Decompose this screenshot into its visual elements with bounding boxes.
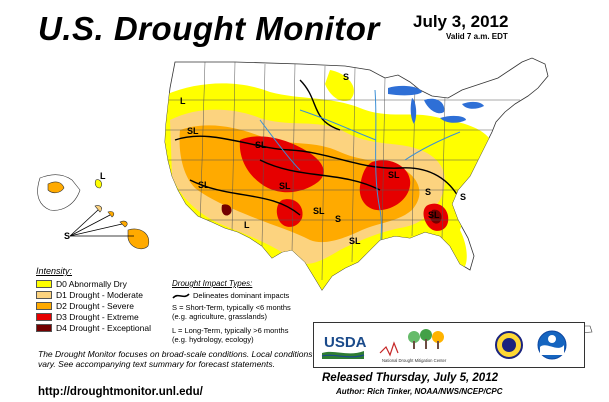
label-s: S [425, 187, 431, 197]
legend-item-d3: D3 Drought - Extreme [36, 311, 186, 322]
map-date: July 3, 2012 [413, 12, 509, 31]
great-lakes [388, 85, 484, 124]
noaa-logo-icon [537, 330, 567, 360]
label-sl: SL [388, 170, 400, 180]
label-sl: SL [349, 236, 361, 246]
label-l: L [244, 220, 250, 230]
impact-heading: Drought Impact Types: [172, 279, 253, 288]
impact-line-row: Delineates dominant impacts [172, 291, 332, 300]
label-s: S [64, 231, 70, 241]
intensity-legend: Intensity: D0 Abnormally Dry D1 Drought … [36, 266, 186, 333]
author-credit: Author: Rich Tinker, NOAA/NWS/NCEP/CPC [336, 387, 503, 396]
legend-heading: Intensity: [36, 266, 73, 276]
legend-label: D2 Drought - Severe [56, 300, 134, 311]
page-title: U.S. Drought Monitor [38, 10, 380, 47]
svg-text:National Drought Mitigation Ce: National Drought Mitigation Center [382, 358, 447, 363]
legend-item-d0: D0 Abnormally Dry [36, 278, 186, 289]
label-s: S [335, 214, 341, 224]
label-sl: SL [187, 126, 199, 136]
d3-area-east [359, 160, 411, 211]
alaska [37, 174, 102, 211]
usda-logo: USDA [321, 334, 367, 359]
legend-item-d4: D4 Drought - Exceptional [36, 322, 186, 333]
long-term-line2: (e.g. hydrology, ecology) [172, 335, 254, 344]
label-l: L [180, 96, 186, 106]
label-l: L [100, 171, 106, 181]
impact-legend: Drought Impact Types: Delineates dominan… [172, 279, 332, 344]
valid-time: Valid 7 a.m. EDT [446, 32, 508, 41]
agency-logos: USDA National Drought Mitigation Center [313, 322, 585, 368]
swatch-d0 [36, 279, 52, 288]
impact-line-icon [172, 292, 190, 299]
swatch-d3 [36, 312, 52, 321]
d3-area-west [239, 136, 324, 193]
swatch-d1 [36, 290, 52, 299]
long-term-line1: L = Long-Term, typically >6 months [172, 326, 289, 335]
short-term-line2: (e.g. agriculture, grasslands) [172, 312, 268, 321]
label-s: S [343, 72, 349, 82]
ndmc-logo: National Drought Mitigation Center [379, 329, 447, 363]
d4-area-2 [221, 204, 232, 216]
swatch-d2 [36, 301, 52, 310]
label-sl: SL [255, 140, 267, 150]
d0-area-north [325, 70, 354, 102]
hawaii [94, 205, 150, 250]
website-link[interactable]: http://droughtmonitor.unl.edu/ [38, 386, 203, 398]
impact-line-label: Delineates dominant impacts [193, 291, 290, 300]
disclaimer-note: The Drought Monitor focuses on broad-sca… [38, 349, 331, 369]
swatch-d4 [36, 323, 52, 332]
legend-label: D0 Abnormally Dry [56, 278, 127, 289]
label-sl: SL [279, 181, 291, 191]
commerce-seal-icon [495, 331, 523, 359]
legend-label: D3 Drought - Extreme [56, 311, 139, 322]
svg-text:USDA: USDA [324, 334, 367, 351]
short-term-line1: S = Short-Term, typically <6 months [172, 303, 291, 312]
label-sl: SL [198, 180, 210, 190]
label-sl: SL [313, 206, 325, 216]
legend-item-d1: D1 Drought - Moderate [36, 289, 186, 300]
legend-label: D4 Drought - Exceptional [56, 322, 151, 333]
legend-item-d2: D2 Drought - Severe [36, 300, 186, 311]
legend-label: D1 Drought - Moderate [56, 289, 143, 300]
label-sl: SL [428, 210, 440, 220]
label-s: S [460, 192, 466, 202]
release-date: Released Thursday, July 5, 2012 [322, 372, 498, 384]
